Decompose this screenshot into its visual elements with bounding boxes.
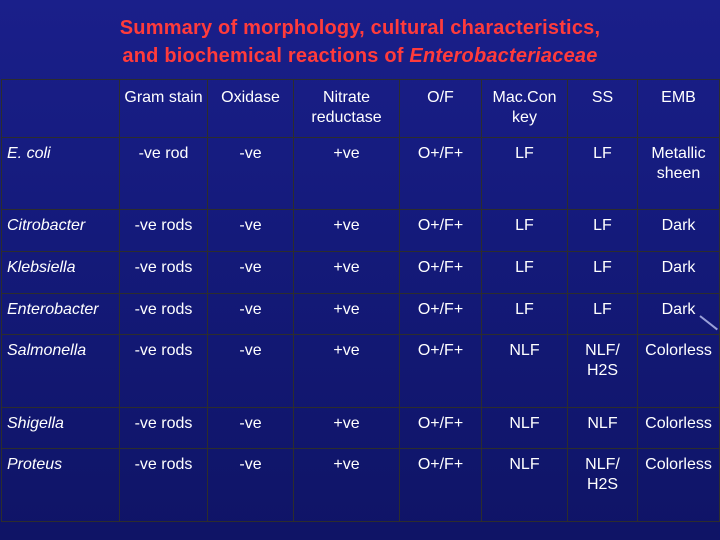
table-cell: O+/F+ — [399, 251, 482, 294]
enterobacteriaceae-table: Gram stain Oxidase Nitrate reductase O/F… — [1, 79, 720, 522]
table-cell: Dark — [637, 292, 720, 336]
header-cell-emb: EMB — [637, 79, 720, 138]
table-cell: Dark — [637, 209, 720, 253]
header-cell-maconkey: Mac.Con key — [481, 79, 568, 138]
table-cell: +ve — [293, 209, 400, 253]
header-cell-of: O/F — [399, 79, 482, 138]
header-cell-gram-stain: Gram stain — [119, 79, 208, 138]
table-cell: LF — [481, 136, 568, 211]
table-cell: +ve — [293, 334, 400, 408]
table-cell: -ve rods — [119, 448, 208, 522]
table-cell: -ve — [207, 448, 294, 522]
table-cell: LF — [567, 136, 638, 211]
table-cell: NLF — [481, 448, 568, 522]
table-cell: LF — [481, 209, 568, 253]
table-cell: O+/F+ — [399, 448, 482, 522]
title-line-2-prefix: and biochemical reactions of — [122, 45, 410, 67]
header-cell-organism — [1, 79, 120, 138]
table-cell: +ve — [293, 136, 400, 211]
table-cell: O+/F+ — [399, 406, 482, 450]
table-cell: NLF — [481, 406, 568, 450]
table-cell: Colorless — [637, 334, 720, 408]
table-cell: LF — [567, 292, 638, 336]
table-cell: +ve — [293, 448, 400, 522]
table-cell: LF — [567, 209, 638, 253]
table-cell: NLF/ H2S — [567, 448, 638, 522]
table-cell: -ve — [207, 251, 294, 294]
table-cell: -ve rod — [119, 136, 208, 211]
organism-name: Proteus — [1, 448, 120, 522]
table-cell: O+/F+ — [399, 209, 482, 253]
table-cell: LF — [481, 292, 568, 336]
title-line-2: and biochemical reactions of Enterobacte… — [0, 42, 720, 70]
organism-name: Salmonella — [1, 334, 120, 408]
table-cell: -ve — [207, 406, 294, 450]
table-cell: O+/F+ — [399, 292, 482, 336]
table-row: Klebsiella -ve rods -ve +ve O+/F+ LF LF … — [1, 251, 720, 294]
header-cell-nitrate-reductase: Nitrate reductase — [293, 79, 400, 138]
table-cell: NLF — [481, 334, 568, 408]
table-cell: LF — [567, 251, 638, 294]
table-cell: Colorless — [637, 448, 720, 522]
table-cell: -ve rods — [119, 251, 208, 294]
table-row: Shigella -ve rods -ve +ve O+/F+ NLF NLF … — [1, 406, 720, 450]
table-cell: -ve — [207, 334, 294, 408]
table-row: Enterobacter -ve rods -ve +ve O+/F+ LF L… — [1, 292, 720, 336]
title-line-1: Summary of morphology, cultural characte… — [119, 17, 601, 39]
table-cell: +ve — [293, 406, 400, 450]
table-cell: -ve rods — [119, 209, 208, 253]
table-row: Citrobacter -ve rods -ve +ve O+/F+ LF LF… — [1, 209, 720, 253]
table-cell: NLF — [567, 406, 638, 450]
organism-name: Citrobacter — [1, 209, 120, 253]
table-cell: Dark — [637, 251, 720, 294]
title-family-name: Enterobacteriaceae — [409, 45, 598, 67]
table-cell: O+/F+ — [399, 136, 482, 211]
table-cell: LF — [481, 251, 568, 294]
header-cell-oxidase: Oxidase — [207, 79, 294, 138]
organism-name: E. coli — [1, 136, 120, 211]
table-cell: -ve — [207, 292, 294, 336]
table-cell: -ve — [207, 136, 294, 211]
table-cell: Colorless — [637, 406, 720, 450]
table-cell: -ve rods — [119, 334, 208, 408]
header-cell-ss: SS — [567, 79, 638, 138]
organism-name: Enterobacter — [1, 292, 120, 336]
table-cell: Metallic sheen — [637, 136, 720, 211]
slide-title: Summary of morphology, cultural characte… — [0, 14, 720, 70]
organism-name: Klebsiella — [1, 251, 120, 294]
table-cell: -ve — [207, 209, 294, 253]
table-row: Proteus -ve rods -ve +ve O+/F+ NLF NLF/ … — [1, 448, 720, 522]
table-cell: O+/F+ — [399, 334, 482, 408]
table-cell: -ve rods — [119, 406, 208, 450]
table-row: E. coli -ve rod -ve +ve O+/F+ LF LF Meta… — [1, 136, 720, 211]
header-row: Gram stain Oxidase Nitrate reductase O/F… — [1, 79, 720, 138]
table-cell: NLF/ H2S — [567, 334, 638, 408]
table-cell: -ve rods — [119, 292, 208, 336]
table-row: Salmonella -ve rods -ve +ve O+/F+ NLF NL… — [1, 334, 720, 408]
table-cell: +ve — [293, 292, 400, 336]
organism-name: Shigella — [1, 406, 120, 450]
table-cell: +ve — [293, 251, 400, 294]
